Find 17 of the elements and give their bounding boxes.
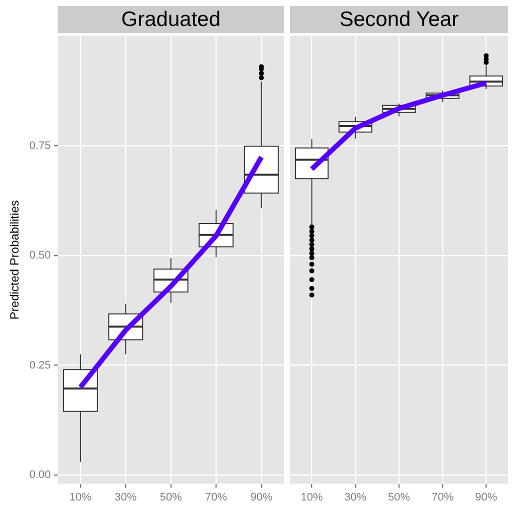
x-tick-label: 10% — [300, 491, 324, 504]
x-tick-label: 50% — [388, 491, 410, 504]
chart-title: Graduated — [121, 8, 221, 31]
y-tick-label: 0.00 — [29, 469, 51, 482]
x-tick-label: 70% — [432, 491, 454, 504]
x-tick-label: 30% — [344, 491, 367, 504]
y-tick-label: 0.75 — [29, 140, 51, 152]
x-tick-label: 10% — [69, 491, 92, 504]
x-tick-label: 30% — [114, 491, 137, 504]
x-tick-label: 90% — [475, 491, 498, 504]
y-tick-label: 0.25 — [29, 359, 51, 372]
x-tick-label: 90% — [250, 491, 273, 504]
x-tick-label: 70% — [205, 491, 228, 504]
chart-title: Second Year — [339, 8, 459, 31]
x-tick-label: 50% — [160, 491, 182, 504]
y-axis-title: Predicted Probabilities — [8, 200, 22, 320]
y-tick-label: 0.50 — [29, 250, 51, 262]
